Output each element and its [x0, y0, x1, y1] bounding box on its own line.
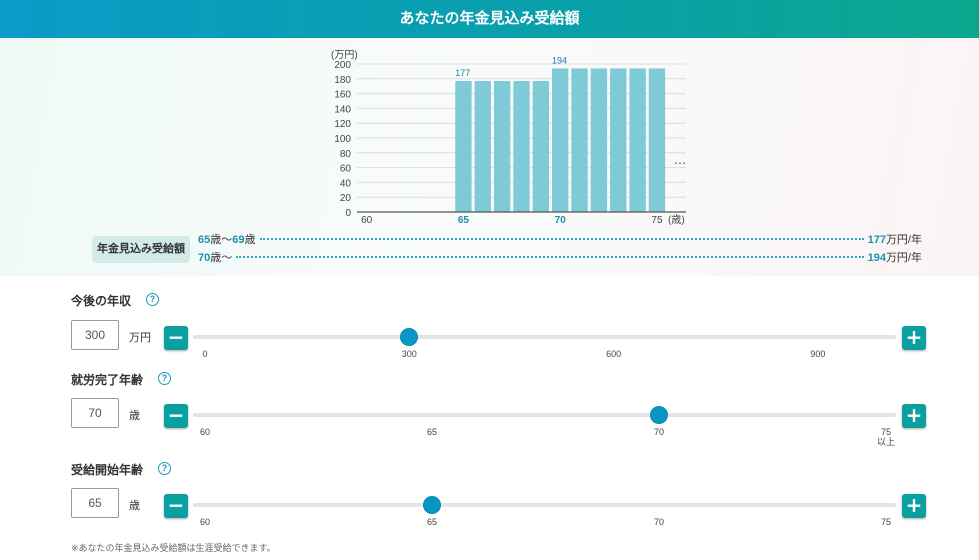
- bar: [648, 68, 666, 212]
- help-icon[interactable]: ?: [158, 372, 171, 385]
- slider-tick-label: 70: [653, 427, 665, 437]
- retire-age-plus-button[interactable]: +: [902, 404, 926, 428]
- start-age-minus-button[interactable]: −: [164, 494, 188, 518]
- retire-age-slider-track[interactable]: [193, 413, 896, 417]
- y-tick-label: 200: [334, 60, 351, 71]
- slider-tick-label: 70: [653, 517, 665, 527]
- x-tick-label: 65: [458, 215, 470, 226]
- help-icon[interactable]: ?: [146, 293, 159, 306]
- retire-age-title: 就労完了年齢: [71, 373, 144, 387]
- summary-amount: 194万円/年: [867, 252, 922, 264]
- summary-amount: 177万円/年: [867, 234, 922, 246]
- start-age-input[interactable]: [71, 488, 119, 518]
- dotted-leader: [259, 238, 864, 240]
- retire-age-unit: 歳: [129, 410, 140, 422]
- y-unit-label: (万円): [331, 50, 358, 61]
- retire-age-minus-button[interactable]: −: [164, 404, 188, 428]
- y-tick-label: 60: [340, 164, 352, 175]
- data-label: 177: [455, 68, 470, 78]
- retire-age-input[interactable]: [71, 398, 119, 428]
- income-plus-button[interactable]: +: [902, 326, 926, 350]
- slider-tick-label: 600: [606, 349, 622, 359]
- bar: [474, 81, 491, 212]
- y-tick-label: 180: [334, 75, 351, 86]
- slider-tick-label: 900: [810, 349, 826, 359]
- page-title: あなたの年金見込み受給額: [399, 10, 580, 27]
- summary-row-2: 70歳〜 194万円/年: [198, 249, 922, 265]
- summary-age-range: 70歳〜: [198, 252, 233, 264]
- start-age-title: 受給開始年齢: [71, 463, 144, 477]
- bar: [629, 68, 646, 212]
- summary-age-range: 65歳〜69歳: [198, 234, 256, 246]
- income-unit: 万円: [129, 332, 151, 344]
- slider-tick-label: 75: [880, 427, 892, 437]
- y-tick-label: 120: [334, 119, 351, 130]
- y-tick-label: 80: [340, 149, 352, 160]
- data-label: 194: [552, 55, 567, 65]
- start-age-slider-track[interactable]: [193, 503, 896, 507]
- y-tick-label: 20: [340, 193, 352, 204]
- retire-age-slider-thumb[interactable]: [651, 407, 667, 423]
- start-age-plus-button[interactable]: +: [902, 494, 926, 518]
- y-tick-label: 40: [340, 178, 352, 189]
- y-tick-label: 140: [334, 104, 351, 115]
- help-icon[interactable]: ?: [158, 462, 171, 475]
- x-tick-label: 60: [361, 215, 373, 226]
- footnote: ※あなたの年金見込み受給額は生涯受給できます。: [71, 543, 276, 553]
- x-tick-label: 70: [555, 215, 567, 226]
- start-age-slider-thumb[interactable]: [424, 497, 440, 513]
- slider-tick-label: 65: [426, 427, 438, 437]
- dotted-leader: [236, 256, 864, 258]
- bar: [571, 68, 588, 212]
- slider-tick-label: 0: [202, 349, 208, 359]
- y-tick-label: 160: [334, 90, 351, 101]
- bar: [590, 68, 608, 212]
- y-tick-label: 100: [334, 134, 351, 145]
- income-input[interactable]: [71, 320, 119, 350]
- income-title: 今後の年収: [71, 294, 132, 308]
- slider-tick-label: 60: [199, 517, 211, 527]
- bar: [513, 81, 530, 212]
- summary-label: 年金見込み受給額: [92, 236, 190, 263]
- bar: [455, 81, 472, 212]
- slider-tick-label: 65: [426, 517, 438, 527]
- x-tick-label: 75: [651, 215, 663, 226]
- bar: [552, 68, 569, 212]
- income-slider-thumb[interactable]: [401, 329, 418, 345]
- income-slider-track[interactable]: [193, 335, 896, 339]
- x-unit-label: (歳): [668, 214, 685, 226]
- bar: [610, 68, 627, 212]
- bar: [532, 81, 550, 212]
- slider-tick-label: 60: [199, 427, 211, 437]
- summary-row-1: 65歳〜69歳 177万円/年: [198, 231, 922, 247]
- slider-tick-label: 75: [880, 517, 892, 527]
- page-header: あなたの年金見込み受給額: [0, 0, 979, 38]
- slider-tick-sublabel: 以上: [876, 437, 896, 447]
- income-minus-button[interactable]: −: [164, 326, 188, 350]
- pension-bar-chart: 0 20 40 60 80 100 120 140 160 180 200(万円) 60 65 70 75 (…: [331, 50, 686, 226]
- continuation-marker: …: [674, 153, 686, 167]
- start-age-unit: 歳: [129, 500, 140, 512]
- slider-tick-label: 300: [401, 349, 417, 359]
- bar: [493, 81, 511, 212]
- y-tick-label: 0: [345, 208, 351, 219]
